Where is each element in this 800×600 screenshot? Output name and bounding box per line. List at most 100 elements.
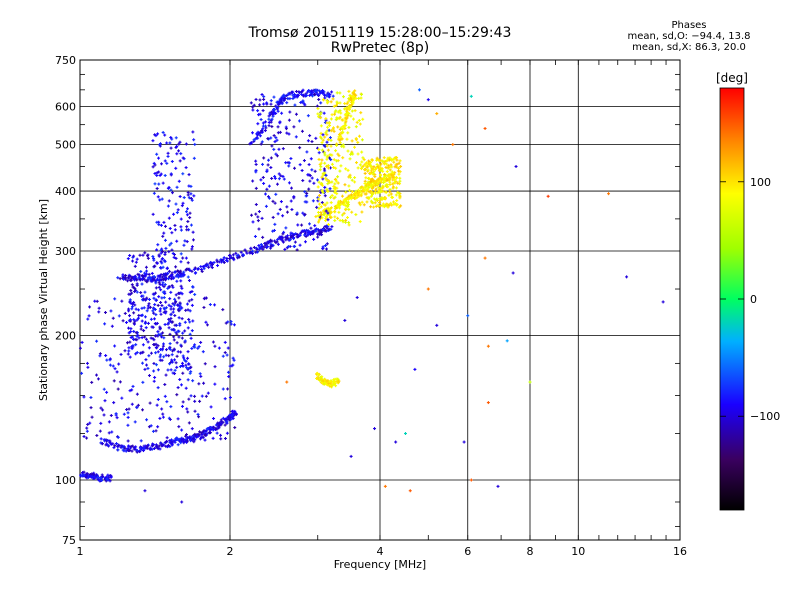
data-point [347, 207, 351, 211]
data-point [88, 305, 92, 309]
data-point [661, 300, 665, 304]
data-point [119, 444, 123, 448]
data-point [153, 163, 157, 167]
data-point [95, 373, 99, 377]
data-point [165, 440, 169, 444]
data-point [227, 375, 231, 379]
data-point [347, 221, 351, 225]
data-point [360, 138, 364, 142]
data-point [128, 389, 132, 393]
data-point [483, 126, 487, 130]
y-axis-label: Stationary phase Virtual Height [km] [37, 199, 50, 401]
data-point [226, 370, 230, 374]
data-point [310, 168, 314, 172]
data-point [199, 374, 203, 378]
data-point [318, 168, 322, 172]
data-point [165, 436, 169, 440]
data-point [138, 446, 142, 450]
data-point [168, 141, 172, 145]
data-point [179, 260, 183, 264]
data-point [176, 443, 180, 447]
data-point [162, 296, 166, 300]
data-point [346, 131, 350, 135]
data-point [146, 366, 150, 370]
data-point [307, 163, 311, 167]
data-point [137, 336, 141, 340]
data-point [269, 99, 273, 103]
data-point [210, 266, 214, 270]
data-point [134, 260, 138, 264]
data-point [163, 322, 167, 326]
data-point [276, 103, 280, 107]
data-point [170, 271, 174, 275]
title-line-1: Tromsø 20151119 15:28:00–15:29:43 [230, 26, 530, 41]
data-point [348, 157, 352, 161]
data-point [191, 379, 195, 383]
data-point [367, 185, 371, 189]
data-point [169, 313, 173, 317]
data-point [266, 245, 270, 249]
data-point [193, 394, 197, 398]
data-point [360, 200, 364, 204]
data-point [111, 364, 115, 368]
data-point [205, 427, 209, 431]
data-point [233, 426, 237, 430]
data-point [186, 261, 190, 265]
data-point [109, 442, 113, 446]
data-point [264, 204, 268, 208]
data-point [162, 220, 166, 224]
data-point [177, 316, 181, 320]
data-point [179, 279, 183, 283]
data-point [252, 245, 256, 249]
data-point [157, 295, 161, 299]
data-point [131, 259, 135, 263]
data-point [182, 196, 186, 200]
data-point [349, 193, 353, 197]
data-point [156, 386, 160, 390]
data-point [141, 253, 145, 257]
data-point [275, 240, 279, 244]
data-point [257, 210, 261, 214]
data-point [212, 260, 216, 264]
data-point [357, 134, 361, 138]
data-point [261, 109, 265, 113]
data-point [333, 210, 337, 214]
data-point [205, 432, 209, 436]
data-point [350, 109, 354, 113]
data-point [163, 133, 167, 137]
data-point [276, 125, 280, 129]
data-point [234, 251, 238, 255]
data-point [496, 484, 500, 488]
data-point [215, 258, 219, 262]
data-point [157, 223, 161, 227]
data-point [204, 320, 208, 324]
data-point [99, 437, 103, 441]
data-point [173, 297, 177, 301]
data-point [121, 273, 125, 277]
data-point [272, 134, 276, 138]
data-point [197, 382, 201, 386]
data-point [139, 291, 143, 295]
data-point [107, 431, 111, 435]
data-point [258, 246, 262, 250]
data-point [278, 207, 282, 211]
data-point [133, 264, 137, 268]
data-point [149, 351, 153, 355]
data-point [141, 408, 145, 412]
data-point [336, 125, 340, 129]
data-point [289, 231, 293, 235]
data-point [262, 156, 266, 160]
data-point [291, 90, 295, 94]
data-point [102, 438, 106, 442]
data-point [293, 166, 297, 170]
data-point [290, 208, 294, 212]
data-point [178, 195, 182, 199]
data-point [347, 125, 351, 129]
data-point [187, 317, 191, 321]
data-point [167, 250, 171, 254]
data-point [353, 176, 357, 180]
data-point [413, 367, 417, 371]
data-point [130, 449, 134, 453]
data-point [204, 429, 208, 433]
data-point [398, 176, 402, 180]
